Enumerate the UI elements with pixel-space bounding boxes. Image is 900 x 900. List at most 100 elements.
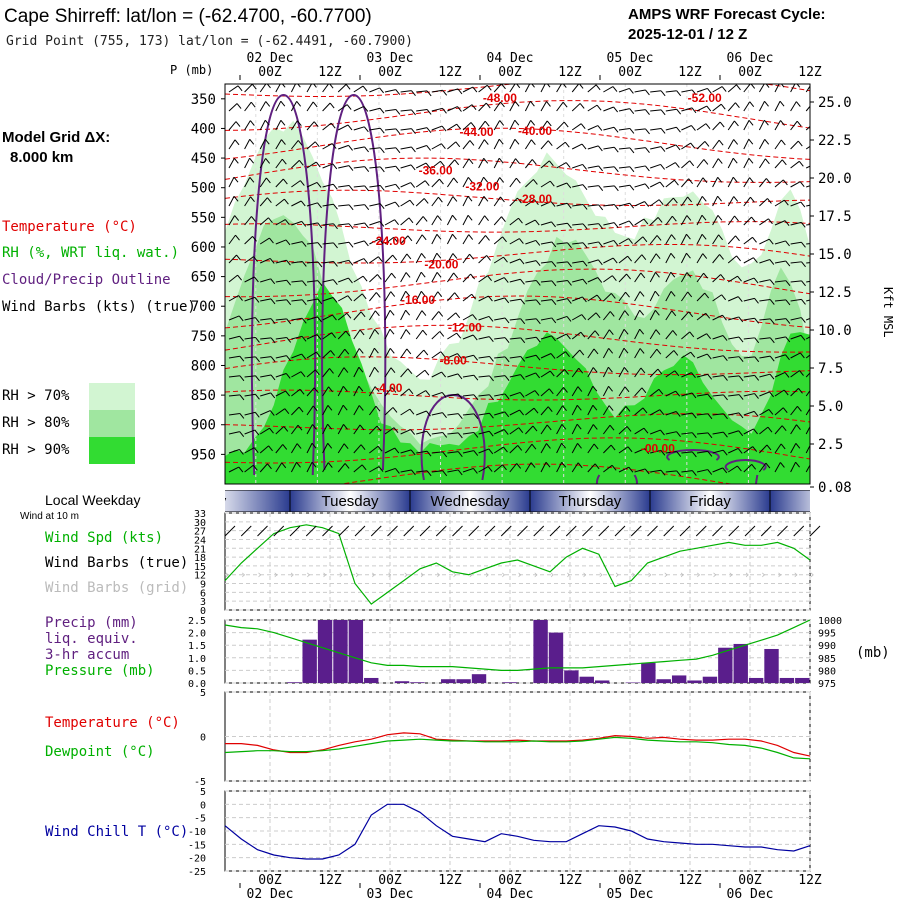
wind-barb-flag [395,109,401,115]
wind-barb [587,259,599,264]
wind-barb [696,432,708,435]
wind-barb [400,449,412,454]
wind-barb-flag [595,312,601,319]
wind-barb-flag [545,461,551,468]
wind-barb-flag [676,126,681,133]
wind-barb-flag [737,448,743,454]
wind-barb-flag [705,312,711,319]
wind-barb [743,216,752,226]
wind-barb-flag [395,468,400,474]
wind-barb-flag [691,89,697,96]
wind-barb [244,464,254,473]
wind-barb [571,331,582,340]
wind-barb [587,125,599,131]
wind-barb [400,128,412,131]
wind-barb [634,367,642,378]
wind-barb-flag [801,280,806,287]
wind-barb-flag [489,356,494,362]
wind-barb [306,405,314,416]
wind-barb-flag [442,451,448,458]
pressure-tick-label: 750 [191,329,216,345]
precip-bar [795,677,810,683]
wind-barb-flag [518,427,524,433]
wind-barb [665,431,677,435]
wind-barb [540,221,552,226]
surface-wind-barb [273,525,285,537]
wind-barb-flag [707,451,713,457]
wind-barb-flag [281,84,286,88]
wind-barb-flag [785,240,790,247]
wind-barb-flag [658,388,664,395]
wind-barb-flag [374,366,379,373]
wind-barb [275,239,287,245]
wind-barb-flag [737,275,742,282]
wind-barb [368,347,375,359]
wind-barb-flag [519,409,525,416]
wind-barb-flag [499,120,505,126]
grid-wind-barb: › [696,568,700,581]
wind-barb [493,216,502,226]
cross-section-frame [224,83,811,485]
wind-barb [431,470,443,473]
wind-barb-flag [702,177,708,184]
wind-barb [634,147,646,150]
wind-barb-flag [674,370,680,377]
wind-barb [743,158,750,169]
pressure-right-tick: 980 [818,666,836,677]
wind-barb-flag [717,158,723,164]
wind-barb-flag [549,370,555,377]
wind-barb-flag [764,139,770,145]
wind-barb-flag [266,84,271,89]
wind-barb [462,140,471,150]
temperature-line [225,732,811,757]
grid-wind-barb: › [339,568,343,581]
wind-barb-flag [766,444,772,451]
wind-barb [525,354,537,359]
wind-barb [743,257,754,264]
wind-barb-flag [239,413,245,419]
wind-barb-flag [484,120,490,127]
wind-barb-flag [316,334,322,340]
wind-barb-flag [268,445,273,452]
wind-barb-flag [520,337,526,344]
wind-barb [291,371,302,378]
wind-barb [447,159,456,169]
wind-barb-flag [782,179,788,186]
grid-wind-barb: › [713,568,717,581]
wind-barb [368,329,376,340]
wind-barb [556,298,568,302]
legend-temperature: Temperature (°C) [2,219,137,235]
wind-barb-flag [562,101,568,108]
wind-barb [290,101,298,112]
time-label: 12Z [798,65,822,80]
wind-barb-flag [795,443,801,449]
wind-barb [244,216,252,226]
wind-barb [400,90,412,93]
cloud-outline [250,93,317,476]
wind-barb [525,239,536,245]
wind-barb [228,375,240,378]
wind-barb-flag [801,241,806,248]
height-tick-label: 7.5 [818,361,843,377]
wind-barb [712,394,724,397]
wind-barb [743,428,754,435]
date-label: 06 Dec [727,51,774,66]
wind-barb-flag [249,177,255,183]
wind-barb [384,291,392,302]
wind-barb [353,348,360,359]
wind-barb-flag [456,123,462,130]
wind-barb [353,444,362,454]
wind-barb [493,236,503,245]
wind-barb [524,84,531,93]
wind-barb [665,253,672,264]
wind-barb [805,444,810,454]
wind-barb-flag [800,201,806,208]
wind-barb-flag [533,407,539,414]
grid-wind-barb: › [615,568,619,581]
wind-barb [727,447,739,454]
wind-barb-flag [329,368,334,374]
wind-barb-flag [379,185,385,191]
height-tick-label: 25.0 [818,95,852,111]
wind-barb [400,368,409,378]
pressure-tick-label: 600 [191,240,216,256]
